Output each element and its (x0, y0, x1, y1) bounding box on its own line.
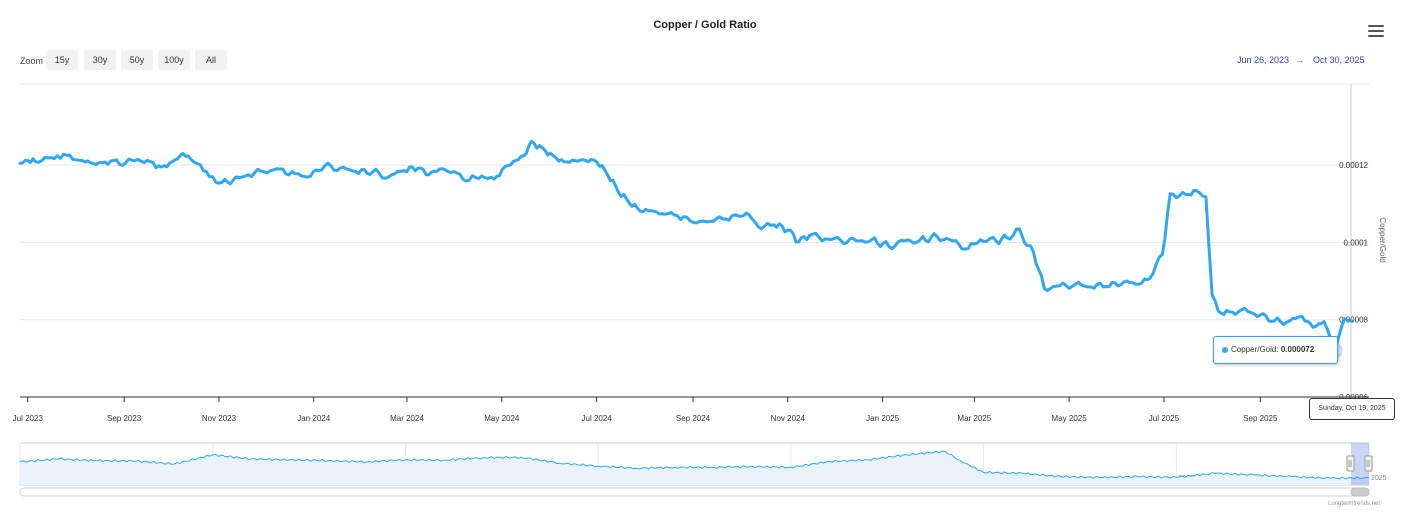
x-tick-label: May 2025 (1052, 414, 1088, 423)
y-tick-label: 0.00008 (1339, 316, 1368, 325)
navigator-line (19, 450, 1370, 480)
range-from-input[interactable]: Jun 26, 2023 (1237, 55, 1290, 65)
zoom-label: Zoom (20, 56, 44, 66)
x-tick-label: Nov 2023 (202, 414, 237, 423)
navigator-tick-label: 2025 (1371, 475, 1387, 482)
zoom-15y-button[interactable]: 15y (46, 50, 78, 70)
copper-gold-series-line (18, 139, 1354, 353)
chart-title: Copper / Gold Ratio (653, 19, 757, 31)
scrollbar-thumb[interactable] (1350, 487, 1370, 497)
x-tick-label: Mar 2025 (957, 414, 991, 423)
zoom-all-button[interactable]: All (195, 50, 227, 70)
x-tick-label: Nov 2024 (771, 414, 806, 423)
y-tick-label: 0.00006 (1339, 393, 1368, 402)
x-tick-label: Jul 2024 (582, 414, 613, 423)
range-to-input[interactable]: Oct 30, 2025 (1313, 55, 1365, 65)
x-tick-label: Sep 2023 (107, 414, 142, 423)
y-tick-label: 0.0001 (1344, 238, 1369, 247)
x-tick-label: Jul 2023 (13, 414, 44, 423)
navigator-selection[interactable] (1351, 443, 1369, 485)
data-tooltip: Copper/Gold: 0.000072 (1213, 336, 1338, 364)
zoom-50y-button[interactable]: 50y (121, 50, 153, 70)
tooltip-series-label: Copper/Gold: (1231, 345, 1279, 354)
x-tick-label: Sep 2025 (1243, 414, 1278, 423)
x-tick-label: Jan 2025 (866, 414, 899, 423)
series-dot (1222, 347, 1228, 353)
scrollbar-track[interactable] (19, 487, 1370, 497)
y-axis-title: Copper/Gold (1378, 217, 1387, 262)
hamburger-menu-icon[interactable] (1368, 25, 1384, 39)
x-tick-label: Jul 2025 (1149, 414, 1180, 423)
x-tick-label: May 2024 (484, 414, 520, 423)
zoom-100y-button[interactable]: 100y (158, 50, 190, 70)
x-tick-label: Jan 2024 (297, 414, 330, 423)
x-tick-label: Mar 2024 (390, 414, 424, 423)
tooltip-value: 0.000072 (1280, 345, 1315, 354)
x-axis-tooltip: Sunday, Oct 19, 2025 (1309, 398, 1395, 420)
x-tick-label: Sep 2024 (676, 414, 711, 423)
credit-text: Longtermtrends.net (1328, 501, 1381, 507)
y-tick-label: 0.00012 (1339, 161, 1368, 170)
range-arrow: → (1295, 55, 1304, 65)
zoom-30y-button[interactable]: 30y (84, 50, 116, 70)
